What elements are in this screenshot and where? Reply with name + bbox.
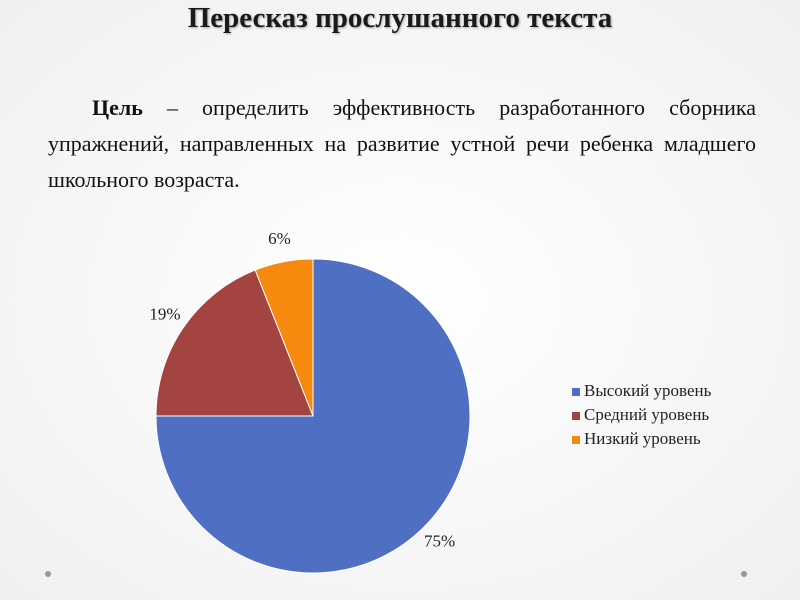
goal-text: – определить эффективность разработанног…: [48, 95, 756, 192]
pie-slice: [155, 258, 471, 574]
decor-dot: [45, 571, 51, 577]
legend-label: Низкий уровень: [584, 429, 701, 448]
legend-marker: [572, 412, 580, 420]
legend-label: Средний уровень: [584, 405, 709, 424]
data-label: 6%: [268, 229, 291, 248]
legend-label: Высокий уровень: [584, 381, 712, 400]
slide-title: Пересказ прослушанного текста: [187, 2, 613, 34]
goal-paragraph: Цель – определить эффективность разработ…: [48, 90, 756, 198]
data-label: 19%: [149, 304, 180, 323]
decor-dot: [741, 571, 747, 577]
pie-slice: [155, 269, 314, 417]
pie-slice: [254, 258, 314, 417]
data-label: 75%: [424, 531, 455, 550]
legend-marker: [572, 388, 580, 396]
goal-label: Цель: [92, 95, 143, 120]
legend-marker: [572, 436, 580, 444]
